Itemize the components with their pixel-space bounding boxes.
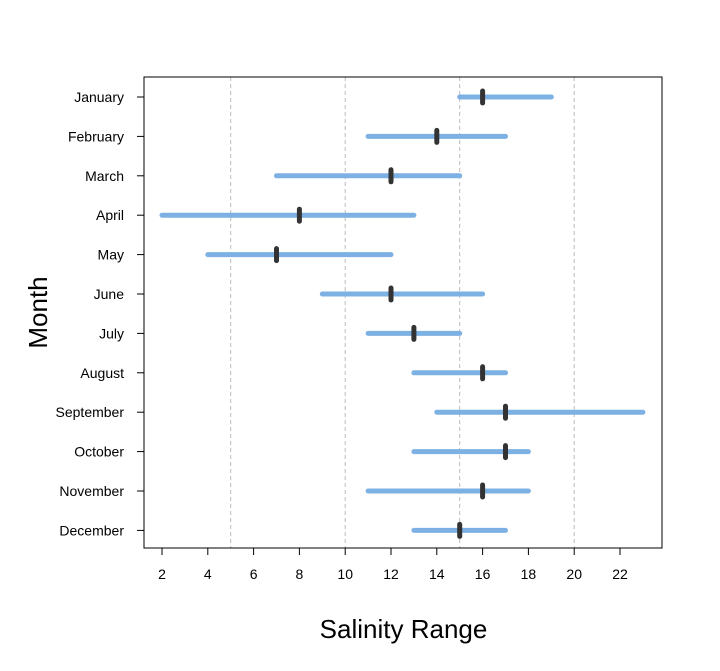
x-tick-label-18: 18 bbox=[521, 566, 537, 582]
plot-frame bbox=[143, 76, 663, 549]
x-tick-label-14: 14 bbox=[429, 566, 445, 582]
y-tick-label-march: March bbox=[85, 168, 124, 184]
x-tick-label-20: 20 bbox=[566, 566, 582, 582]
grid-layer bbox=[230, 77, 575, 548]
y-tick-label-november: November bbox=[59, 483, 124, 499]
x-tick-label-10: 10 bbox=[337, 566, 353, 582]
median-markers bbox=[274, 88, 508, 539]
x-axis-title: Salinity Range bbox=[320, 614, 488, 644]
y-tick-label-october: October bbox=[74, 444, 124, 460]
x-tick-label-6: 6 bbox=[250, 566, 258, 582]
x-tick-label-16: 16 bbox=[475, 566, 491, 582]
x-tick-label-8: 8 bbox=[296, 566, 304, 582]
y-axis-title: Month bbox=[23, 276, 53, 348]
x-tick-label-12: 12 bbox=[383, 566, 399, 582]
y-tick-label-september: September bbox=[56, 404, 125, 420]
y-tick-label-may: May bbox=[98, 247, 124, 263]
y-tick-label-february: February bbox=[68, 128, 124, 144]
y-tick-label-june: June bbox=[94, 286, 125, 302]
y-tick-label-april: April bbox=[96, 207, 124, 223]
x-tick-label-2: 2 bbox=[158, 566, 166, 582]
y-tick-label-august: August bbox=[80, 365, 124, 381]
x-tick-label-22: 22 bbox=[612, 566, 628, 582]
x-tick-label-4: 4 bbox=[204, 566, 212, 582]
x-axis: 2 4 6 8 10 12 14 16 18 20 22 bbox=[158, 548, 628, 582]
range-bars bbox=[159, 94, 646, 533]
y-axis: January February March April May June July Augu… bbox=[56, 89, 144, 538]
y-tick-label-january: January bbox=[74, 89, 124, 105]
y-tick-label-december: December bbox=[59, 522, 124, 538]
y-tick-label-july: July bbox=[99, 325, 124, 341]
